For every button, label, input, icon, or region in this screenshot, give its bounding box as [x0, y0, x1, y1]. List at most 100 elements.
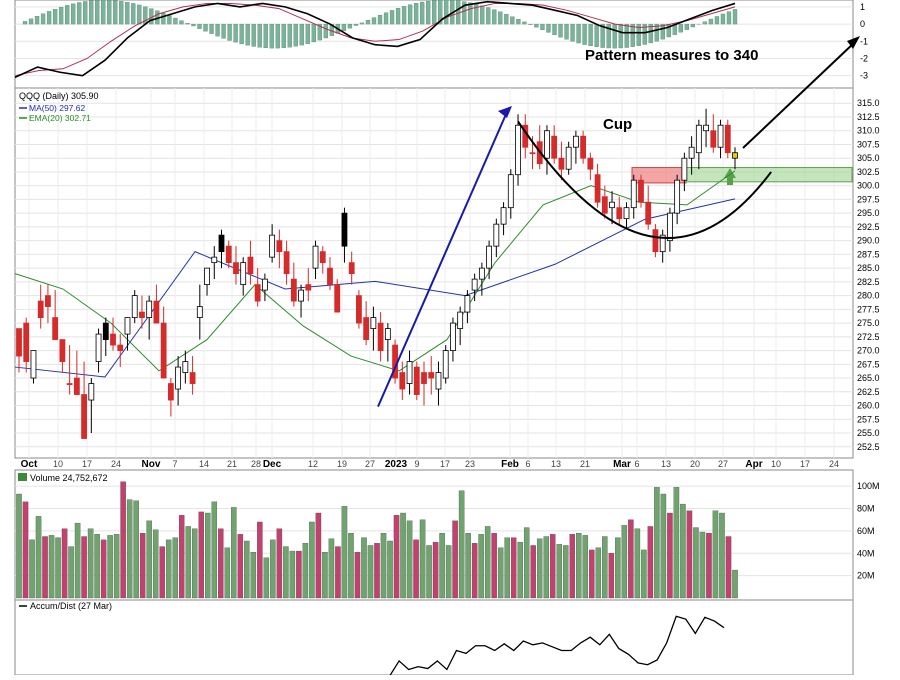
macd-histogram-bar — [348, 24, 352, 28]
macd-histogram-bar — [258, 24, 262, 47]
volume-bar — [426, 545, 431, 598]
price-tick-label: 287.5 — [857, 249, 880, 259]
volume-bar — [700, 532, 705, 598]
macd-histogram-bar — [276, 24, 280, 48]
macd-histogram-bar — [504, 14, 508, 24]
macd-histogram-bar — [685, 24, 689, 30]
volume-bar — [166, 540, 171, 598]
macd-histogram-bar — [733, 9, 737, 24]
target-annotation: Pattern measures to 340 — [585, 47, 758, 64]
candle-body — [335, 285, 340, 312]
volume-bar — [335, 547, 340, 598]
candle-body — [414, 367, 419, 394]
price-tick-label: 305.0 — [857, 153, 880, 163]
volume-bar — [453, 521, 458, 598]
volume-bar — [596, 548, 601, 598]
candle-body — [291, 279, 296, 301]
macd-histogram-bar — [631, 24, 635, 47]
candle-body — [487, 246, 492, 268]
candle-body — [581, 136, 586, 158]
volume-bar — [186, 526, 191, 598]
macd-histogram-bar — [384, 13, 388, 24]
candle-body — [530, 153, 535, 154]
candle-body — [270, 235, 275, 257]
macd-histogram-bar — [282, 24, 286, 48]
volume-legend-swatch — [18, 473, 27, 481]
volume-bar — [296, 551, 301, 598]
macd-histogram-bar — [101, 0, 105, 24]
volume-bar — [361, 538, 366, 598]
macd-histogram-bar — [589, 24, 593, 46]
x-tick-label: 6 — [525, 459, 530, 469]
x-tick-label: 20 — [690, 459, 700, 469]
candle-body — [320, 252, 325, 263]
macd-histogram-bar — [571, 24, 575, 41]
macd-histogram-bar — [372, 18, 376, 24]
macd-histogram-bar — [216, 24, 220, 36]
volume-bar — [160, 547, 165, 598]
candle-body — [711, 131, 716, 147]
volume-bar — [667, 513, 672, 598]
macd-histogram-bar — [492, 10, 496, 25]
candle-body — [205, 268, 210, 284]
macd-tick-label: -2 — [860, 53, 868, 63]
macd-histogram-bar — [131, 3, 135, 24]
volume-bar — [485, 526, 490, 598]
candle-body — [125, 318, 130, 334]
price-tick-label: 310.0 — [857, 126, 880, 136]
macd-histogram-bar — [59, 7, 63, 24]
candle-body — [494, 224, 499, 246]
volume-bar — [49, 535, 54, 598]
macd-histogram-bar — [161, 13, 165, 24]
volume-bar — [29, 540, 34, 598]
macd-histogram-bar — [408, 5, 412, 24]
x-tick-label: Nov — [142, 459, 161, 470]
volume-bar — [674, 487, 679, 598]
macd-histogram-bar — [41, 14, 45, 24]
macd-histogram-bar — [534, 24, 538, 27]
candle-body — [226, 246, 231, 262]
ema20-legend: EMA(20) 302.71 — [29, 113, 91, 123]
macd-histogram-bar — [137, 5, 141, 24]
candle-body — [624, 208, 629, 219]
candle-body — [45, 296, 50, 307]
candle-body — [378, 323, 383, 350]
candle-body — [602, 197, 607, 213]
x-tick-label: 27 — [718, 459, 728, 469]
candle-body — [429, 373, 434, 378]
macd-histogram-bar — [522, 22, 526, 24]
candle-body — [67, 384, 72, 385]
price-tick-label: 255.0 — [857, 428, 880, 438]
cup-annotation: Cup — [603, 116, 632, 133]
candle-body — [53, 318, 58, 340]
price-tick-label: 270.0 — [857, 346, 880, 356]
candle-body — [667, 213, 672, 240]
volume-bar — [16, 494, 21, 598]
volume-bar — [498, 548, 503, 598]
candle-body — [132, 296, 137, 318]
volume-bar — [400, 513, 405, 598]
volume-bar — [81, 537, 86, 599]
candle-body — [573, 136, 578, 147]
macd-histogram-bar — [691, 24, 695, 27]
macd-histogram-bar — [77, 2, 81, 24]
candle-body — [118, 345, 123, 350]
volume-bar — [179, 515, 184, 598]
volume-bar — [342, 506, 347, 598]
price-tick-label: 300.0 — [857, 181, 880, 191]
macd-histogram-bar — [294, 24, 298, 46]
macd-histogram-bar — [354, 24, 358, 25]
candle-body — [617, 208, 622, 219]
volume-bar — [550, 534, 555, 598]
candle-body — [371, 318, 376, 329]
macd-histogram-bar — [546, 24, 550, 32]
volume-bar — [192, 529, 197, 598]
volume-bar — [205, 513, 210, 598]
volume-bar — [225, 548, 230, 598]
volume-tick-label: 20M — [857, 571, 875, 581]
macd-histogram-bar — [577, 24, 581, 43]
x-tick-label: Mar — [613, 459, 631, 470]
volume-bar — [23, 502, 28, 598]
candle-body — [559, 158, 564, 169]
candle-body — [516, 125, 521, 174]
